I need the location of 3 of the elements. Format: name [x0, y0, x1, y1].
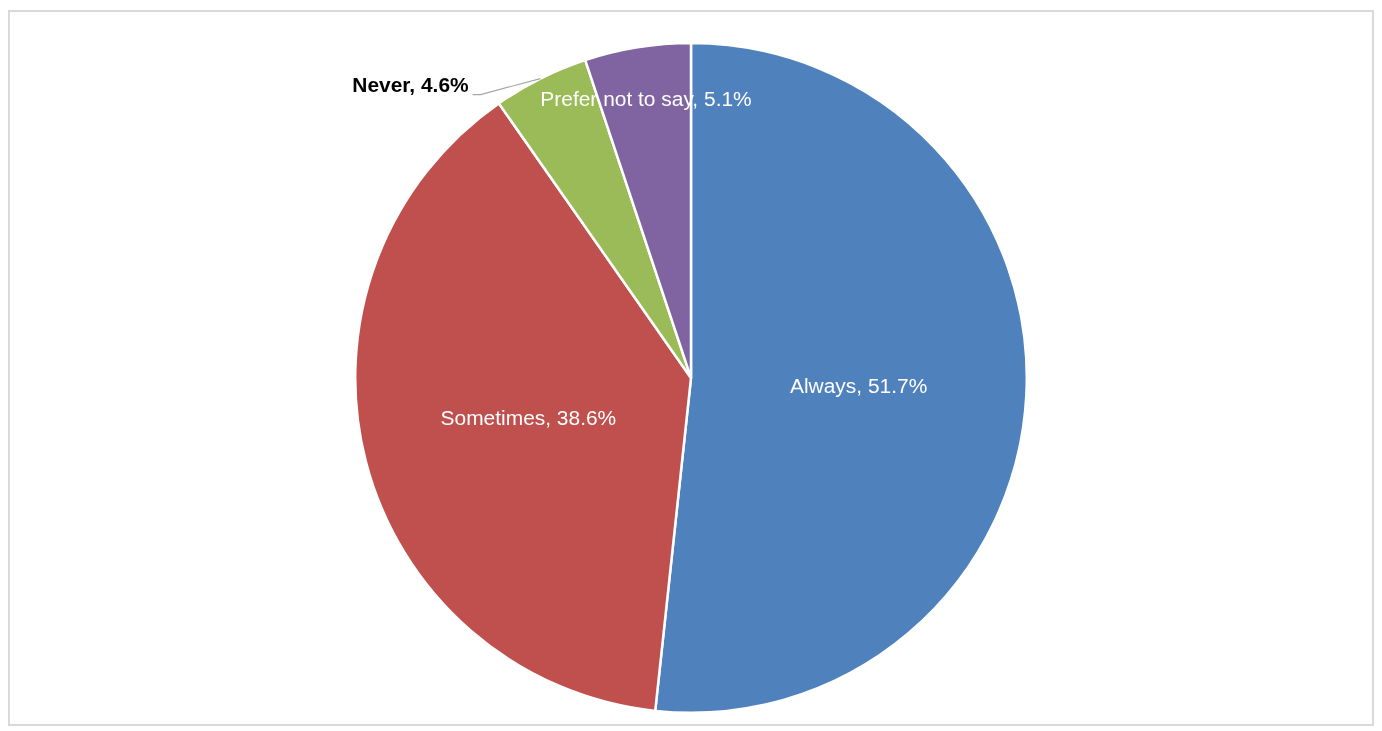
slice-label: Sometimes, 38.6%: [440, 406, 617, 430]
slice-label: Never, 4.6%: [352, 73, 470, 97]
slice-label: Always, 51.7%: [789, 373, 928, 397]
